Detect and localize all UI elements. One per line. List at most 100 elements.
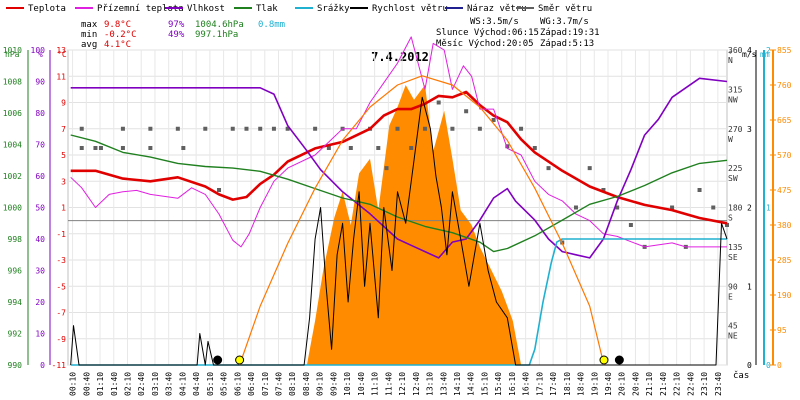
legend-label: Srážky xyxy=(317,4,350,14)
wind-dir-point xyxy=(326,146,331,150)
temp-tick-label: 1 xyxy=(61,204,66,213)
wind-dir-point xyxy=(464,109,469,114)
pressure-tick-label: 992 xyxy=(8,330,23,339)
dir-tick-label: 270 xyxy=(728,125,743,134)
unit-hpa: hPa xyxy=(5,50,20,59)
x-tick-label: 19:40 xyxy=(604,372,613,396)
wind-dir-point xyxy=(697,188,702,192)
rain-tick-label: 0 xyxy=(766,361,771,370)
wind-dir-point xyxy=(546,166,551,171)
unit-c: °C xyxy=(57,50,67,59)
wind-dir-point xyxy=(615,205,620,210)
legend: Teplota Přízemní teplota Vlhkost Tlak Srážky… xyxy=(6,4,592,14)
solar-tick-label: 0 xyxy=(777,361,782,370)
sun-marker xyxy=(599,355,609,365)
wind-tick-label: 3 xyxy=(747,125,752,134)
dir-tick-label: 360 xyxy=(728,46,743,55)
wind-dir-point xyxy=(258,126,263,131)
x-tick-label: 23:10 xyxy=(700,372,709,396)
temp-tick-label: 13 xyxy=(56,46,66,55)
x-tick-label: 16:10 xyxy=(508,372,517,396)
x-tick-label: 02:10 xyxy=(123,372,132,396)
stat-min-hum: 49% xyxy=(168,30,185,40)
info-ws: WS:3.5m/s xyxy=(470,17,519,27)
legend-label: Přízemní teplota xyxy=(97,4,184,14)
wind-dir-point xyxy=(532,146,537,150)
wind-dir-point xyxy=(175,126,180,131)
wind-dir-point xyxy=(93,146,98,150)
x-tick-label: 17:40 xyxy=(549,372,558,396)
wind-dir-point xyxy=(505,144,510,149)
pressure-tick-label: 1002 xyxy=(3,172,22,181)
series-temperature xyxy=(70,90,728,225)
x-tick-label: 10:40 xyxy=(357,372,366,396)
dir-tick-label: 225 xyxy=(728,164,743,173)
humidity-tick-label: 60 xyxy=(35,172,45,181)
pressure-tick-label: 1000 xyxy=(3,204,22,213)
axes: 00:10 00:40 01:10 01:40 02:10 02:40 03:10 03:40… xyxy=(3,46,792,396)
wind-dir-point xyxy=(725,223,729,227)
x-tick-label: 20:40 xyxy=(631,372,640,396)
wind-dir-point xyxy=(181,146,186,150)
x-tick-label: 10:10 xyxy=(343,372,352,396)
wind-dir-point xyxy=(98,146,103,150)
unit-deg: ° xyxy=(728,50,733,59)
x-tick-label: 07:40 xyxy=(275,372,284,396)
x-tick-label: 12:10 xyxy=(398,372,407,396)
wind-dir-point xyxy=(601,188,606,192)
solar-tick-label: 190 xyxy=(777,291,792,300)
stat-min-temp: -0.2°C xyxy=(104,30,137,40)
temp-tick-label: 3 xyxy=(61,177,66,186)
dir-tick-compass: S xyxy=(728,214,733,223)
temp-tick-label: 5 xyxy=(61,151,66,160)
x-tick-label: 21:40 xyxy=(659,372,668,396)
stat-max-label: max xyxy=(81,20,98,30)
wind-tick-label: 1 xyxy=(747,282,752,291)
series-solar-area xyxy=(306,85,522,365)
dir-tick-compass: NE xyxy=(728,332,738,341)
info-sun-rise: Slunce Východ:06:15 xyxy=(436,28,539,38)
wind-dir-point xyxy=(79,126,84,131)
dir-tick-label: 45 xyxy=(728,322,738,331)
dir-tick-label: 315 xyxy=(728,85,743,94)
x-tick-label: 06:40 xyxy=(247,372,256,396)
x-tick-label: 13:40 xyxy=(439,372,448,396)
x-tick-label: 09:10 xyxy=(316,372,325,396)
rain-tick-label: 1 xyxy=(766,204,771,213)
temp-tick-label: 9 xyxy=(61,99,66,108)
x-tick-label: 12:40 xyxy=(412,372,421,396)
unit-ms: m/s xyxy=(742,50,757,59)
wind-dir-point xyxy=(79,146,84,150)
wind-dir-point xyxy=(670,205,675,210)
dir-tick-compass: W xyxy=(728,135,733,144)
date-title: 7.4.2012 xyxy=(371,50,429,64)
temp-tick-label: 11 xyxy=(56,72,66,81)
wind-dir-point xyxy=(491,118,496,122)
stat-avg-temp: 4.1°C xyxy=(104,40,131,50)
stat-max-temp: 9.8°C xyxy=(104,20,131,30)
solar-tick-label: 570 xyxy=(777,151,792,160)
pressure-tick-label: 990 xyxy=(8,361,23,370)
pressure-tick-label: 1004 xyxy=(3,141,22,150)
wind-dir-point xyxy=(244,126,249,131)
dir-tick-label: 180 xyxy=(728,204,743,213)
wind-dir-point xyxy=(217,188,222,192)
x-tick-label: 17:10 xyxy=(535,372,544,396)
wind-dir-point xyxy=(203,126,208,131)
x-tick-label: 06:10 xyxy=(233,372,242,396)
humidity-tick-label: 50 xyxy=(35,204,45,213)
wind-dir-point xyxy=(587,166,592,171)
sun-marker xyxy=(235,355,245,365)
x-tick-label: 15:40 xyxy=(494,372,503,396)
humidity-tick-label: 40 xyxy=(35,235,45,244)
temp-tick-label: -1 xyxy=(56,230,66,239)
series-wind-speed xyxy=(70,96,728,366)
wind-dir-point xyxy=(628,223,633,227)
dir-tick-compass: NW xyxy=(728,95,738,104)
wind-dir-point xyxy=(271,126,276,131)
wind-dir-point xyxy=(285,126,290,131)
wind-dir-point xyxy=(519,126,524,131)
wind-dir-point xyxy=(573,205,578,210)
wind-dir-point xyxy=(711,205,716,210)
